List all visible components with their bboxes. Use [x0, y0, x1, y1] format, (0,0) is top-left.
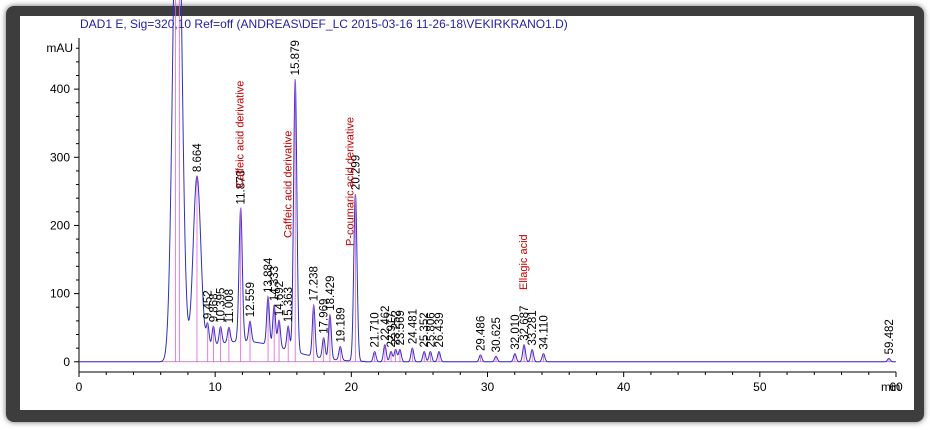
- peak-label: 11.008: [224, 289, 236, 323]
- chart-panel: [20, 16, 914, 410]
- peak-label: 24.481: [407, 309, 419, 344]
- x-tick-label: 50: [753, 380, 767, 394]
- peak-label: 25.352: [419, 312, 431, 347]
- peak-label: 23.569: [395, 310, 407, 345]
- x-tick-label: 0: [76, 380, 83, 394]
- compound-annotation: Caffeic acid derivative: [235, 81, 247, 188]
- compound-annotation: Caffeic acid derivative: [282, 131, 294, 238]
- peak-label: 21.710: [370, 312, 382, 347]
- peak-label: 17.238: [309, 266, 321, 301]
- y-tick-label: 200: [50, 218, 70, 232]
- peak-label: 25.806: [425, 312, 437, 347]
- peak-label: 13.884: [263, 257, 275, 293]
- peak-label: 19.189: [335, 307, 347, 342]
- x-tick-label: 20: [345, 380, 359, 394]
- peak-label: 14.333: [269, 266, 281, 301]
- y-axis-label: mAU: [46, 41, 73, 55]
- compound-annotation: Ellagic acid: [518, 234, 530, 290]
- peak-label: 15.879: [290, 40, 302, 75]
- peak-label: 34.110: [538, 315, 550, 349]
- peak-label: 12.559: [245, 282, 257, 317]
- peak-label: 18.429: [325, 276, 337, 311]
- y-tick-label: 0: [63, 355, 70, 369]
- peak-label: 10.395: [216, 288, 228, 323]
- peak-label: 9.452: [203, 290, 215, 319]
- x-tick-label: 40: [617, 380, 631, 394]
- peak-label: 23.252: [391, 310, 403, 345]
- x-tick-label: 30: [481, 380, 495, 394]
- peak-label: 9.868: [208, 294, 220, 323]
- x-axis-label: min: [881, 380, 900, 394]
- peak-label: 20.299: [350, 155, 362, 190]
- signal-header: DAD1 E, Sig=320,10 Ref=off (ANDREAS\DEF_…: [80, 17, 568, 31]
- peak-label: 11.873: [236, 170, 248, 204]
- peak-label: 22.917: [386, 312, 398, 347]
- chromatogram-trace: [79, 0, 896, 363]
- peak-label: 22.462: [380, 306, 392, 341]
- x-tick-label: 60: [889, 380, 903, 394]
- peak-label: 33.281: [527, 310, 539, 345]
- peak-label: 17.969: [319, 299, 331, 334]
- peak-label: 26.439: [434, 312, 446, 347]
- peak-label: 8.664: [192, 143, 204, 172]
- y-tick-label: 400: [50, 82, 70, 96]
- y-tick-label: 300: [50, 150, 70, 164]
- peak-label: 15.363: [283, 287, 295, 322]
- chart-window-frame: [6, 6, 924, 422]
- peak-label: 59.482: [884, 319, 896, 354]
- compound-annotation: P-coumaric acid derivative: [345, 117, 357, 246]
- peak-label: 30.625: [491, 317, 503, 352]
- y-tick-label: 100: [50, 287, 70, 301]
- peak-label: 29.486: [476, 316, 488, 351]
- peak-label: 32.687: [519, 306, 531, 341]
- peak-label: 14.692: [274, 281, 286, 316]
- x-tick-label: 10: [208, 380, 222, 394]
- peak-label: 32.010: [510, 314, 522, 349]
